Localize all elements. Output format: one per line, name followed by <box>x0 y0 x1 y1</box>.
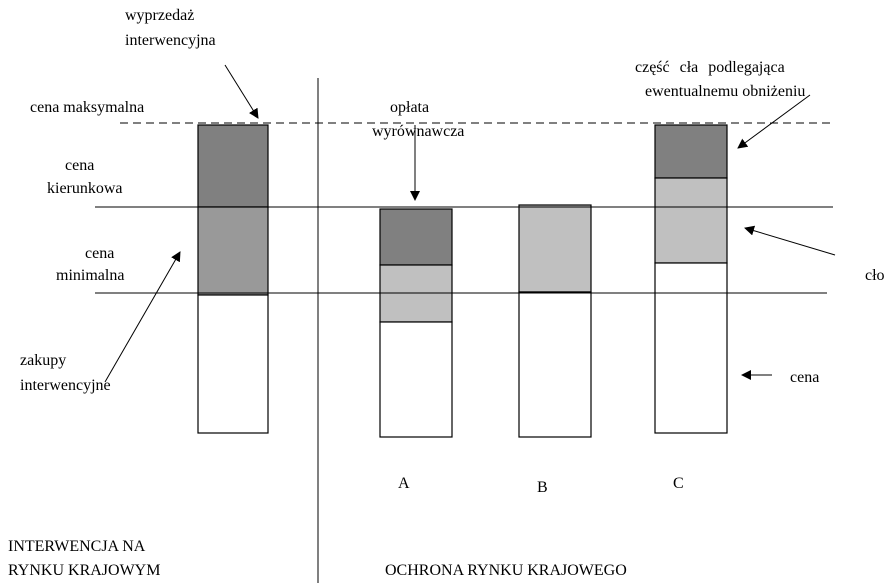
label: cło <box>865 267 885 284</box>
section-label: RYNKU KRAJOWYM <box>8 562 160 579</box>
bar-b <box>518 204 592 438</box>
label: wyrównawcza <box>372 123 464 140</box>
column-label: A <box>398 475 410 492</box>
arrows <box>104 64 836 383</box>
bar-a <box>379 208 453 438</box>
bar-c <box>654 124 728 434</box>
label: cena maksymalna <box>30 99 144 116</box>
label: wyprzedaż <box>125 7 194 24</box>
label: interwencyjna <box>125 32 216 49</box>
label: cena <box>65 157 94 174</box>
label: ewentualnemu obniżeniu <box>645 83 805 100</box>
label: część cła podlegająca <box>635 59 785 76</box>
label: opłata <box>390 99 429 116</box>
column-label: C <box>673 475 684 492</box>
label: cena <box>85 245 114 262</box>
label: interwencyjne <box>20 377 111 394</box>
label: zakupy <box>20 352 66 369</box>
column-label: B <box>537 479 548 496</box>
section-label: INTERWENCJA NA <box>8 538 146 555</box>
bar-intervention <box>197 124 269 434</box>
label: kierunkowa <box>47 180 123 197</box>
label: cena <box>790 369 819 386</box>
label: minimalna <box>56 267 124 284</box>
section-label: OCHRONA RYNKU KRAJOWEGO <box>385 562 627 579</box>
